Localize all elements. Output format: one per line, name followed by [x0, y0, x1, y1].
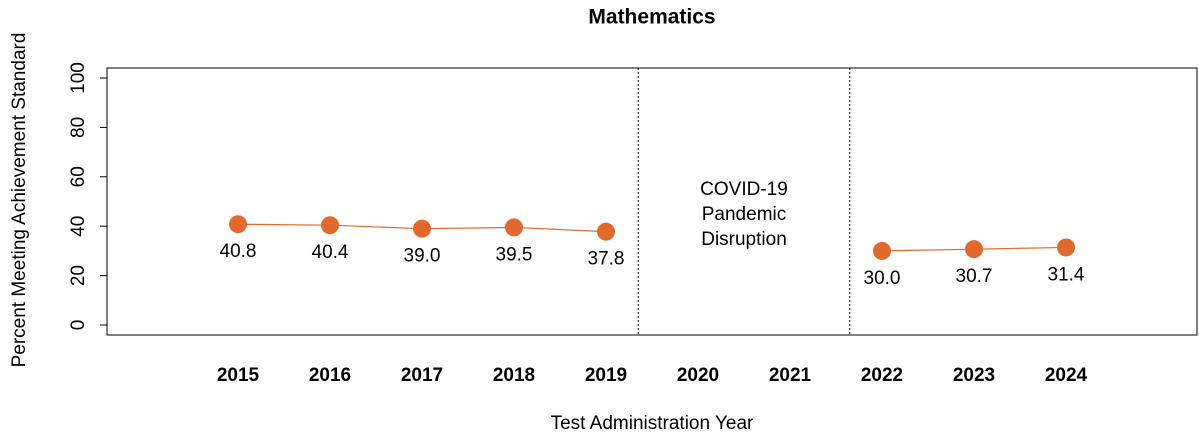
y-tick-label: 80	[68, 117, 89, 138]
x-tick-label: 2019	[585, 365, 627, 386]
x-tick-label: 2020	[677, 365, 719, 386]
point	[1057, 238, 1075, 257]
point	[229, 215, 247, 234]
data-label: 30.0	[864, 268, 901, 289]
y-axis-label: Percent Meeting Achievement Standard	[9, 33, 30, 368]
x-tick-label: 2023	[953, 365, 995, 386]
y-tick-label: 60	[68, 166, 89, 187]
x-tick-label: 2024	[1045, 365, 1088, 386]
y-tick-label: 0	[68, 320, 89, 331]
data-label: 30.7	[956, 266, 993, 287]
data-label: 40.4	[312, 242, 349, 263]
x-axis-label: Test Administration Year	[551, 413, 754, 434]
point	[873, 241, 891, 260]
x-tick-label: 2018	[493, 365, 535, 386]
x-tick-label: 2017	[401, 365, 443, 386]
plot-frame	[106, 67, 1198, 336]
data-label: 40.8	[220, 241, 257, 262]
data-label: 37.8	[588, 249, 625, 270]
series-line	[237, 223, 1067, 252]
y-tick-label: 100	[68, 62, 89, 94]
data-label: 39.5	[496, 244, 533, 265]
point	[597, 222, 615, 241]
data-label: 39.0	[404, 246, 441, 267]
y-tick-label: 20	[68, 265, 89, 286]
data-label: 31.4	[1048, 264, 1085, 285]
annotation: Disruption	[701, 229, 787, 250]
x-tick-label: 2021	[769, 365, 812, 386]
annotation: COVID-19	[700, 179, 788, 200]
y-tick-label: 40	[68, 216, 89, 237]
x-tick-label: 2022	[861, 365, 903, 386]
point	[965, 240, 983, 259]
point	[321, 216, 339, 235]
point	[505, 218, 523, 237]
chart-title: Mathematics	[588, 6, 715, 29]
point	[413, 219, 431, 238]
x-tick-label: 2016	[309, 365, 351, 386]
annotation: Pandemic	[702, 204, 787, 225]
x-tick-label: 2015	[217, 365, 260, 386]
